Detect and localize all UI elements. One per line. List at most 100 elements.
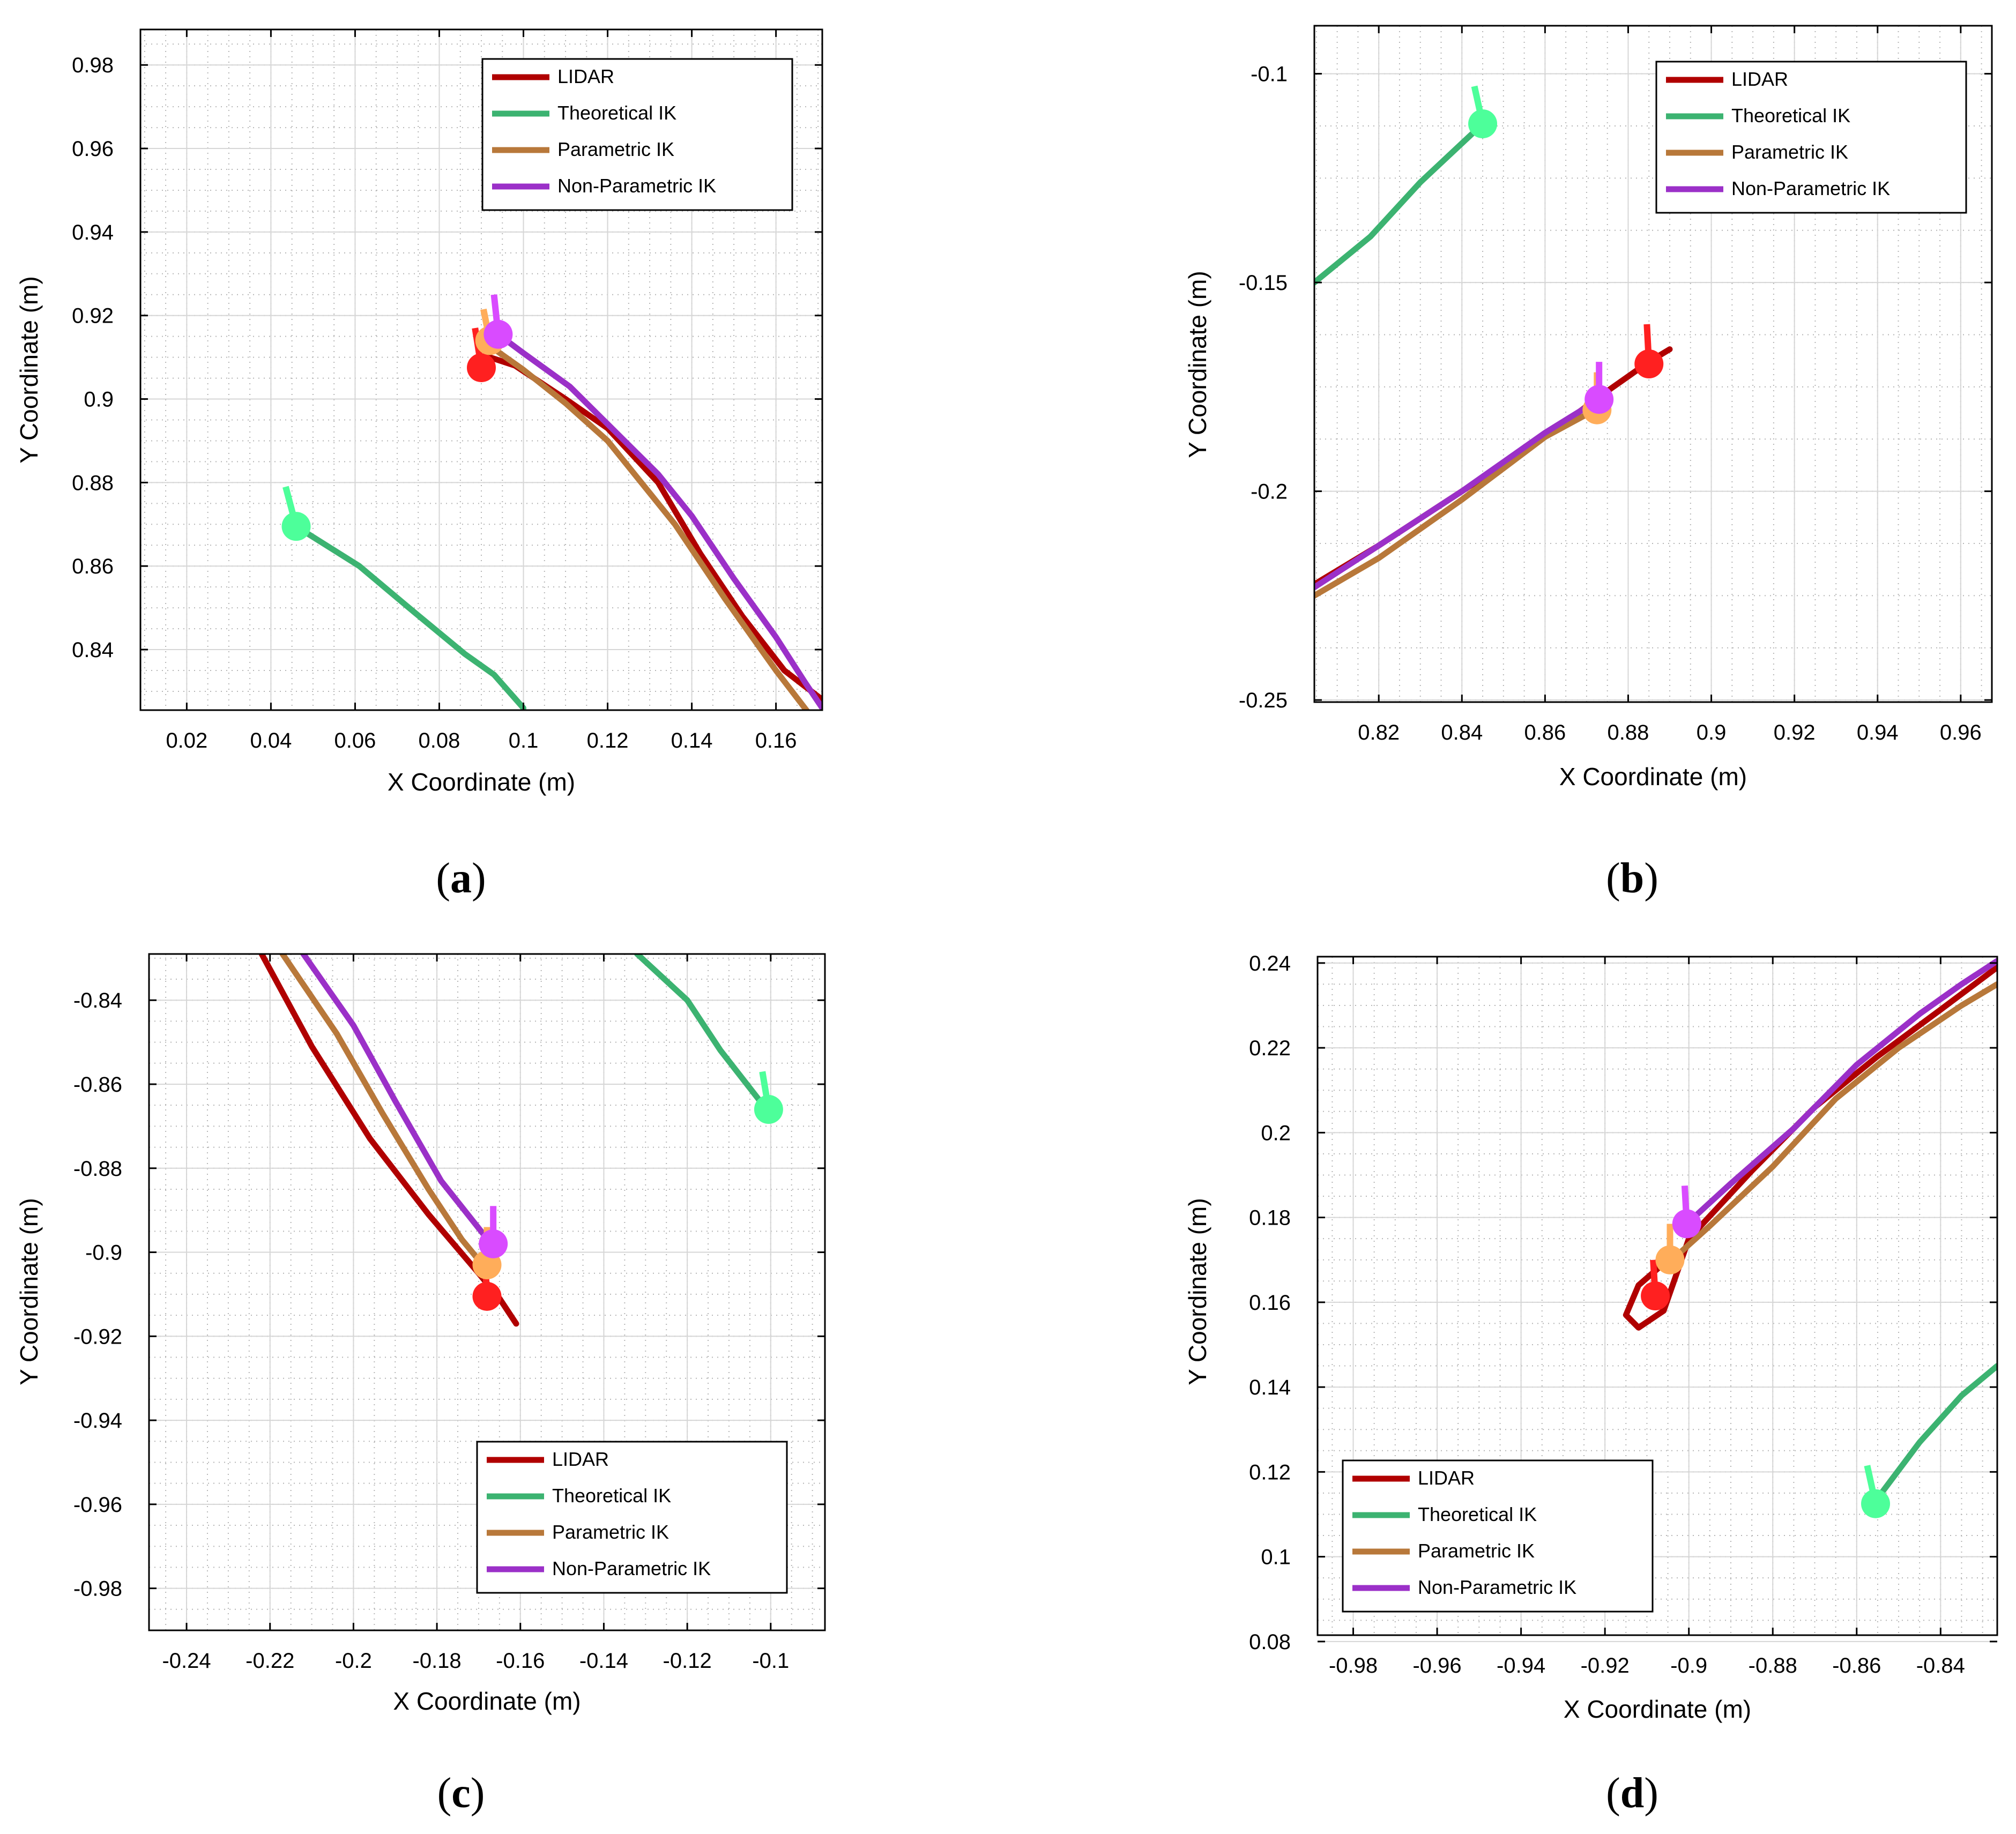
series-line-parametric-ik	[1314, 405, 1602, 599]
series-line-parametric-ik	[491, 346, 810, 710]
y-tick-label: 0.9	[84, 388, 114, 412]
y-tick-label: -0.86	[73, 1073, 122, 1097]
legend-label-parametric-ik: Parametric IK	[552, 1521, 669, 1543]
x-tick-label: -0.92	[1581, 1654, 1630, 1678]
y-tick-label: -0.15	[1239, 271, 1288, 295]
marker-non-parametric-ik	[1672, 1209, 1701, 1239]
series-line-parametric-ik	[1669, 981, 1997, 1263]
panel-label-close: )	[472, 855, 486, 902]
y-tick-label: 0.18	[1249, 1206, 1291, 1230]
series-line-theoretical-ik	[634, 954, 770, 1113]
y-tick-label: 0.08	[1249, 1630, 1291, 1654]
x-tick-label: 0.94	[1857, 721, 1899, 744]
y-tick-label: -0.2	[1251, 480, 1288, 504]
y-tick-label: 0.2	[1261, 1121, 1291, 1145]
plot-frame	[1316, 956, 1998, 1636]
x-tick-label: 0.08	[419, 729, 460, 752]
legend: LIDAR Theoretical IK Parametric IK Non-Para…	[476, 1441, 788, 1594]
chart-panel-d: -0.98 -0.96 -0.94 -0.92 -0.9 -0.88 -0.86 -0.84 0…	[1184, 952, 1998, 1817]
x-tick-label: -0.96	[1412, 1654, 1461, 1678]
plot-frame	[148, 953, 826, 1631]
series-group	[281, 294, 822, 710]
marker-parametric-ik	[1655, 1245, 1685, 1274]
y-tick-label: 0.14	[1249, 1376, 1291, 1399]
series-line-non-parametric-ik	[495, 331, 822, 710]
panel-label: (d)	[1606, 1770, 1658, 1817]
y-tick-label: -0.92	[73, 1325, 122, 1348]
series-line-theoretical-ik	[1314, 121, 1486, 286]
y-tick-label: 0.88	[72, 471, 114, 495]
legend-label-non-parametric-ik: Non-Parametric IK	[1731, 177, 1890, 199]
legend-label-theoretical-ik: Theoretical IK	[1731, 105, 1850, 126]
x-axis-label: X Coordinate (m)	[1564, 1695, 1751, 1723]
series-group	[1623, 958, 1997, 1518]
chart-panel-c: -0.24 -0.22 -0.2 -0.18 -0.16 -0.14 -0.12 -0.1 -0…	[15, 953, 826, 1817]
legend-label-non-parametric-ik: Non-Parametric IK	[557, 175, 716, 197]
marker-lidar	[467, 353, 496, 383]
marker-lidar	[472, 1281, 502, 1311]
panel-label-close: )	[471, 1770, 485, 1817]
panel-label-letter: c	[451, 1770, 471, 1817]
x-tick-label: -0.2	[335, 1649, 372, 1673]
x-axis-label: X Coordinate (m)	[1559, 763, 1747, 791]
series-group	[1314, 85, 1673, 599]
marker-lidar	[1641, 1281, 1670, 1310]
panel-label-letter: d	[1620, 1770, 1645, 1817]
series-line-non-parametric-ik	[1684, 958, 1997, 1227]
y-tick-label: 0.96	[72, 137, 114, 161]
x-tick-label: 0.86	[1524, 721, 1566, 744]
series-group	[258, 954, 783, 1327]
x-tick-label: -0.22	[246, 1649, 294, 1673]
panel-label-letter: b	[1620, 855, 1645, 902]
series-line-theoretical-ik	[293, 523, 526, 710]
panel-label: (c)	[437, 1770, 485, 1817]
legend-label-theoretical-ik: Theoretical IK	[1418, 1503, 1537, 1525]
x-tick-label: 0.92	[1774, 721, 1816, 744]
panel-label: (a)	[436, 855, 486, 902]
marker-non-parametric-ik	[1584, 385, 1614, 414]
x-tick-label: 0.04	[250, 729, 292, 752]
panel-label-close: )	[1644, 1770, 1658, 1817]
marker-non-parametric-ik	[483, 319, 513, 349]
x-tick-label: -0.9	[1670, 1654, 1707, 1678]
x-tick-label: -0.12	[663, 1649, 712, 1673]
x-tick-label: 0.88	[1608, 721, 1649, 744]
y-axis-label: Y Coordinate (m)	[1184, 271, 1211, 458]
legend-label-parametric-ik: Parametric IK	[1418, 1540, 1535, 1562]
legend-label-theoretical-ik: Theoretical IK	[557, 102, 676, 124]
chart-panel-b: 0.82 0.84 0.86 0.88 0.9 0.92 0.94 0.96 -0.25 -0.2…	[1184, 25, 1993, 902]
x-tick-label: 0.9	[1697, 721, 1727, 744]
series-line-theoretical-ik	[1870, 1363, 1997, 1507]
y-tick-label: -0.96	[73, 1493, 122, 1517]
x-tick-label: -0.94	[1497, 1654, 1545, 1678]
legend-label-theoretical-ik: Theoretical IK	[552, 1485, 671, 1507]
plot-frame	[1313, 25, 1993, 703]
x-tick-label: -0.88	[1749, 1654, 1797, 1678]
marker-theoretical-ik	[1468, 109, 1498, 139]
x-tick-label: 0.16	[755, 729, 797, 752]
y-tick-label: -0.84	[73, 989, 122, 1012]
legend-label-lidar: LIDAR	[557, 65, 614, 87]
legend-label-parametric-ik: Parametric IK	[1731, 141, 1848, 163]
y-axis-label: Y Coordinate (m)	[15, 276, 43, 463]
y-tick-label: 0.84	[72, 638, 114, 662]
panel-label-open: (	[436, 855, 450, 902]
x-tick-label: -0.24	[162, 1649, 211, 1673]
legend-label-lidar: LIDAR	[552, 1448, 609, 1470]
series-line-non-parametric-ik	[1314, 396, 1602, 591]
marker-theoretical-ik	[754, 1095, 783, 1124]
y-tick-label: -0.1	[1251, 63, 1288, 86]
x-tick-label: -0.98	[1329, 1654, 1378, 1678]
marker-lidar	[1634, 349, 1664, 378]
x-tick-label: 0.96	[1940, 721, 1982, 744]
y-tick-label: -0.98	[73, 1577, 122, 1601]
legend: LIDAR Theoretical IK Parametric IK Non-Para…	[1342, 1459, 1654, 1613]
y-tick-label: 0.1	[1261, 1546, 1291, 1569]
y-tick-label: 0.16	[1249, 1291, 1291, 1315]
legend: LIDAR Theoretical IK Parametric IK Non-Para…	[1655, 61, 1967, 214]
x-tick-label: -0.14	[579, 1649, 628, 1673]
panel-label-close: )	[1644, 855, 1658, 902]
legend-label-lidar: LIDAR	[1418, 1467, 1475, 1489]
legend-label-lidar: LIDAR	[1731, 68, 1788, 90]
